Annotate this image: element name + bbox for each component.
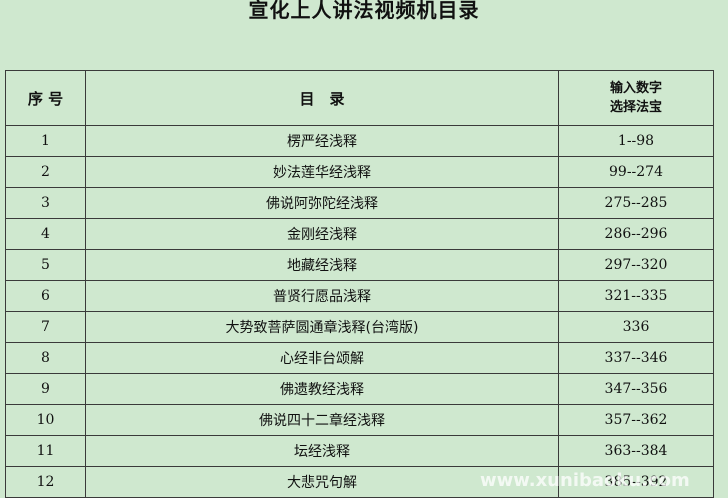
watermark: www.xunibaoku.com — [480, 470, 690, 491]
item-name: 妙法莲华经浅释 — [85, 156, 559, 188]
table-body: 1 楞严经浅释 1--98 2 妙法莲华经浅释 99--274 3 佛说阿弥陀经浅释 275--… — [5, 125, 714, 498]
header-line: 选择法宝 — [609, 100, 662, 115]
row-number: 7 — [5, 311, 86, 343]
item-range: 99--274 — [558, 156, 714, 188]
item-range: 347--356 — [558, 373, 714, 405]
item-name: 大势致菩萨圆通章浅释(台湾版) — [85, 311, 559, 343]
table-row: 9 佛遗教经浅释 347--356 — [5, 373, 714, 405]
table-row: 6 普贤行愿品浅释 321--335 — [5, 280, 714, 312]
header-line: 输入数字 — [609, 81, 662, 96]
column-header: 序 号 — [5, 70, 86, 126]
row-number: 11 — [5, 435, 86, 467]
item-name: 佛说四十二章经浅释 — [85, 404, 559, 436]
table-row: 11 坛经浅释 363--384 — [5, 435, 714, 467]
header-row: 序 号目 录输入数字 选择法宝 — [5, 70, 714, 126]
item-range: 1--98 — [558, 125, 714, 157]
row-number: 4 — [5, 218, 86, 250]
row-number: 10 — [5, 404, 86, 436]
item-name: 心经非台颂解 — [85, 342, 559, 374]
table-row: 2 妙法莲华经浅释 99--274 — [5, 156, 714, 188]
table-row: 7 大势致菩萨圆通章浅释(台湾版) 336 — [5, 311, 714, 343]
table-row: 10 佛说四十二章经浅释 357--362 — [5, 404, 714, 436]
row-number: 6 — [5, 280, 86, 312]
row-number: 8 — [5, 342, 86, 374]
item-name: 坛经浅释 — [85, 435, 559, 467]
item-name: 地藏经浅释 — [85, 249, 559, 281]
table-row: 4 金刚经浅释 286--296 — [5, 218, 714, 250]
item-range: 337--346 — [558, 342, 714, 374]
row-number: 1 — [5, 125, 86, 157]
item-range: 357--362 — [558, 404, 714, 436]
item-range: 363--384 — [558, 435, 714, 467]
row-number: 12 — [5, 466, 86, 498]
row-number: 9 — [5, 373, 86, 405]
page-title: 宣化上人讲法视频机目录 — [248, 0, 480, 22]
column-header: 目 录 — [85, 70, 559, 126]
item-range: 321--335 — [558, 280, 714, 312]
column-header: 输入数字 选择法宝 — [558, 70, 714, 126]
item-name: 佛说阿弥陀经浅释 — [85, 187, 559, 219]
item-range: 336 — [558, 311, 714, 343]
row-number: 5 — [5, 249, 86, 281]
table-row: 1 楞严经浅释 1--98 — [5, 125, 714, 157]
table-row: 3 佛说阿弥陀经浅释 275--285 — [5, 187, 714, 219]
table-row: 8 心经非台颂解 337--346 — [5, 342, 714, 374]
item-name: 普贤行愿品浅释 — [85, 280, 559, 312]
item-name: 佛遗教经浅释 — [85, 373, 559, 405]
row-number: 2 — [5, 156, 86, 188]
catalog-table: 序 号目 录输入数字 选择法宝 1 楞严经浅释 1--98 2 妙法莲华经浅释 99--27… — [5, 70, 714, 498]
table-row: 5 地藏经浅释 297--320 — [5, 249, 714, 281]
item-name: 金刚经浅释 — [85, 218, 559, 250]
row-number: 3 — [5, 187, 86, 219]
item-range: 297--320 — [558, 249, 714, 281]
item-range: 275--285 — [558, 187, 714, 219]
item-range: 286--296 — [558, 218, 714, 250]
item-name: 楞严经浅释 — [85, 125, 559, 157]
